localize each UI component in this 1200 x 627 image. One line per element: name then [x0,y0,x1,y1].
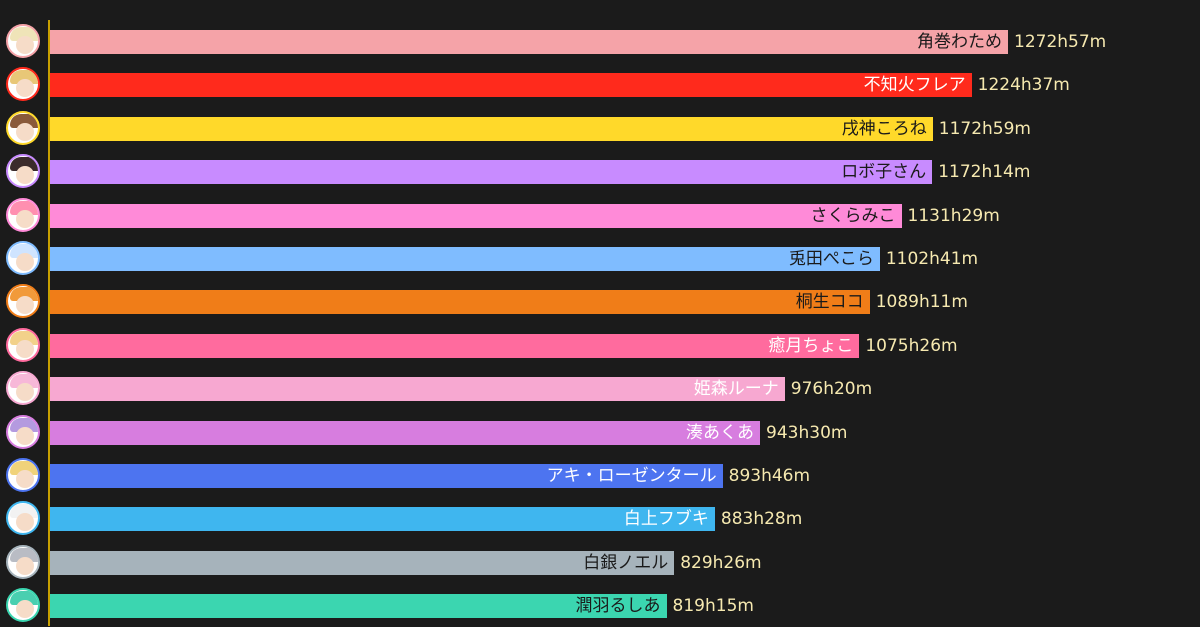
bar-name-label: 桐生ココ [795,292,864,313]
bar [50,30,1008,54]
bar-name-label: 湊あくあ [686,422,755,443]
bar [50,464,723,488]
bar [50,550,675,575]
bar-value-label: 1172h14m [938,162,1031,183]
bar-value-label: 829h26m [680,552,762,573]
bar-name-label: 潤羽るしあ [575,596,661,617]
bar-row: 姫森ルーナ 976h20m [0,367,1200,410]
bar [50,73,972,98]
bar-name-label: 角巻わため [917,32,1002,52]
avatar-icon [6,24,40,58]
bar-row: 桐生ココ 1089h11m [0,280,1200,323]
bar-row: 戌神ころね 1172h59m [0,107,1200,150]
bar-row: 白銀ノエル 829h26m [0,541,1200,584]
bar-value-label: 1224h37m [977,75,1070,96]
bar-name-label: 姫森ルーナ [693,379,779,400]
avatar-icon [6,110,40,145]
bar-name-label: さくらみこ [810,205,896,226]
avatar-icon [6,327,40,362]
bar [50,507,715,532]
bar-name-label: ロボ子さん [841,162,927,183]
bar [50,290,870,315]
bar-name-label: アキ・ローゼンタール [546,466,717,486]
bar [50,247,880,271]
bar-name-label: 戌神ころね [841,118,927,139]
bar [50,377,785,402]
bar-value-label: 1172h59m [938,118,1031,139]
bar-value-label: 883h28m [720,509,803,530]
bar-value-label: 943h30m [766,422,848,443]
bar-row: 癒月ちょこ 1075h26m [0,324,1200,367]
avatar-icon [6,284,40,319]
avatar-icon [6,154,40,189]
avatar-icon [6,241,40,275]
bar-row: アキ・ローゼンタール 893h46m [0,454,1200,497]
bar [50,420,761,445]
bar-value-label: 976h20m [790,379,873,400]
avatar-icon [6,544,40,579]
bar-row: ロボ子さん 1172h14m [0,150,1200,193]
bar-row: 潤羽るしあ 819h15m [0,584,1200,627]
bar-name-label: 癒月ちょこ [768,335,854,356]
bar-value-label: 1131h29m [907,205,1000,226]
bar-name-label: 不知火フレア [863,75,966,96]
bar-name-label: 兎田ぺこら [788,249,874,269]
bar-name-label: 白銀ノエル [583,552,669,573]
bar-row: 角巻わため 1272h57m [0,20,1200,63]
bar-value-label: 1102h41m [885,249,979,269]
bar-value-label: 1272h57m [1014,32,1107,52]
bar-value-label: 1075h26m [865,335,958,356]
bar-value-label: 1089h11m [875,292,968,313]
bar-row: さくらみこ 1131h29m [0,194,1200,237]
bar-row: 兎田ぺこら 1102h41m [0,237,1200,280]
bar [50,333,860,358]
bar-name-label: 白上フブキ [623,509,709,530]
bar [50,116,933,141]
bar-value-label: 819h15m [672,596,754,617]
bar-row: 湊あくあ 943h30m [0,411,1200,454]
axis-line [48,20,50,626]
bar-row: 不知火フレア 1224h37m [0,63,1200,106]
bar-value-label: 893h46m [728,466,811,486]
avatar-icon [6,197,40,232]
bar-row: 白上フブキ 883h28m [0,497,1200,540]
avatar-icon [6,501,40,536]
avatar-icon [6,588,40,623]
avatar-icon [6,414,40,449]
bar [50,594,667,619]
avatar-icon [6,371,40,406]
bar [50,203,902,228]
avatar-icon [6,67,40,102]
avatar-icon [6,458,40,492]
bar [50,160,933,185]
